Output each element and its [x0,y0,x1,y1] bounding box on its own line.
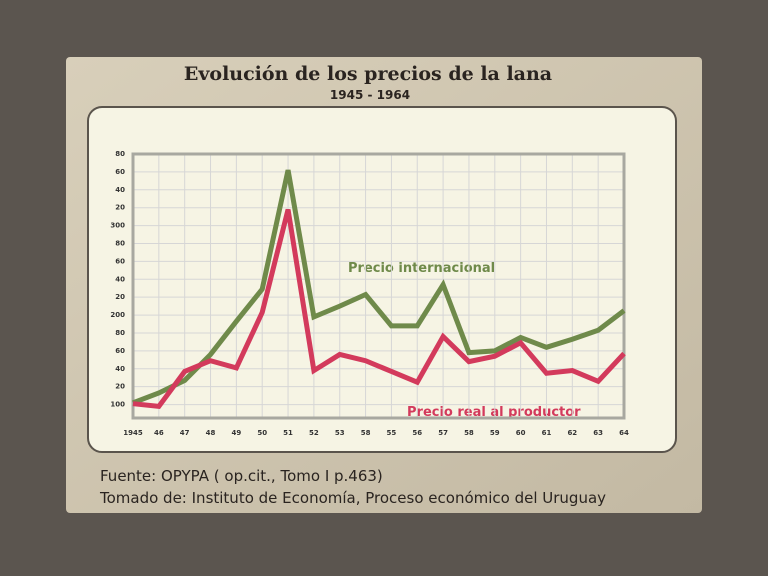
footer-taken: Tomado de: Instituto de Economía, Proces… [99,489,606,507]
x-tick-label: 63 [593,429,603,437]
y-tick-label: 20 [115,204,125,212]
series-label: Precio internacional [348,261,495,276]
x-tick-label: 55 [387,429,397,437]
x-tick-label: 62 [567,429,577,437]
x-tick-label: 61 [542,429,552,437]
x-tick-label: 57 [438,429,448,437]
y-tick-label: 100 [110,401,125,409]
y-tick-label: 80 [115,239,125,247]
y-tick-label: 300 [110,222,125,230]
y-tick-label: 60 [115,257,125,265]
series-label: Precio real al productor [407,405,581,420]
y-tick-label: 20 [115,383,125,391]
y-tick-label: 200 [110,311,125,319]
series-line [132,208,626,410]
y-tick-label: 20 [115,293,125,301]
x-tick-label: 46 [154,429,164,437]
x-tick-label: 52 [309,429,319,437]
x-tick-label: 51 [283,429,293,437]
series-line [132,169,626,406]
x-tick-label: 58 [464,429,474,437]
chart-title: Evolución de los precios de la lana [184,63,552,85]
chart-subtitle: 1945 - 1964 [330,88,410,102]
x-tick-label: 48 [206,429,216,437]
x-tick-label: 60 [516,429,526,437]
x-tick-label: 56 [412,429,422,437]
x-tick-label: 58 [361,429,371,437]
x-tick-label: 59 [490,429,500,437]
y-tick-label: 80 [115,329,125,337]
y-tick-label: 40 [115,275,125,283]
x-tick-label: 49 [231,429,241,437]
x-tick-label: 1945 [123,429,143,437]
y-tick-label: 40 [115,365,125,373]
x-tick-label: 47 [180,429,190,437]
plot-border [131,152,626,420]
footer-source: Fuente: OPYPA ( op.cit., Tomo I p.463) [100,467,383,485]
y-tick-label: 60 [115,168,125,176]
y-tick-label: 40 [115,186,125,194]
x-tick-label: 50 [257,429,267,437]
x-tick-label: 53 [335,429,345,437]
y-tick-label: 60 [115,347,125,355]
x-tick-label: 64 [619,429,629,437]
y-tick-label: 80 [115,150,125,158]
